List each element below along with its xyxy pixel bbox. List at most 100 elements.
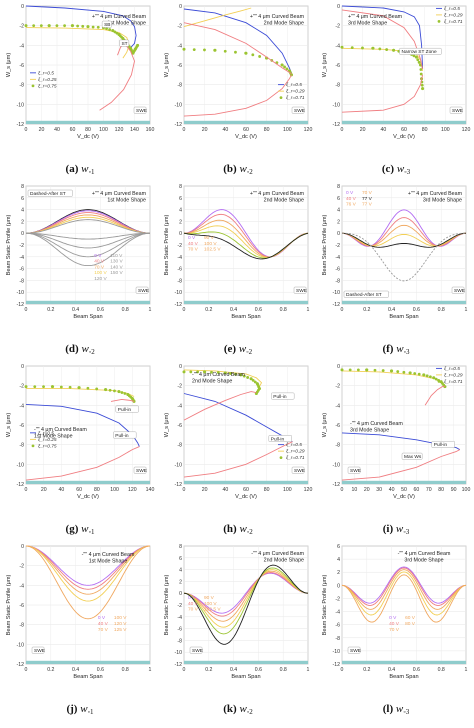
caption-letter: (g) — [66, 523, 82, 535]
y-tick-label: -6 — [19, 63, 24, 69]
caption-symbol: w — [81, 163, 89, 175]
panel-caption: (c) w◦3 — [382, 163, 411, 176]
y-tick-label: -12 — [175, 662, 183, 668]
panel-title-line: +"" 4 μm Curved Beam — [408, 191, 463, 197]
data-point — [113, 389, 116, 393]
y-tick-label: -6 — [335, 63, 340, 69]
annotation-box — [119, 39, 130, 47]
legend-label: 0 V — [188, 235, 196, 241]
annotation-label: SWE — [138, 288, 149, 294]
y-tick-label: -6 — [177, 423, 182, 429]
x-tick-label: 60 — [243, 127, 249, 133]
profile-line — [341, 232, 467, 248]
panel-title-line: +"" 4 μm Curved Beam — [348, 14, 403, 20]
legend-label: ξ_r=0.29 — [444, 373, 463, 379]
data-point — [253, 380, 257, 384]
data-point — [283, 65, 286, 69]
caption-subscript: ◦2 — [89, 348, 95, 356]
panel-title-line: -"" 4 μm Curved Beam — [251, 551, 304, 557]
data-point — [402, 370, 406, 374]
x-tick-label: 60 — [401, 127, 407, 133]
panel-caption: (k) w◦2 — [223, 703, 253, 716]
y-axis-label: Beam Static Profile (μm) — [164, 215, 170, 276]
y-tick-label: -2 — [19, 564, 24, 570]
profile-line — [341, 574, 467, 623]
y-tick-label: -6 — [335, 423, 340, 429]
y-tick-label: -6 — [177, 267, 182, 273]
panel-title-line: -"" 4 μm Curved Beam — [82, 552, 135, 558]
data-point — [136, 43, 139, 47]
y-tick-label: -2 — [335, 24, 340, 30]
data-point — [47, 24, 51, 28]
data-point — [371, 46, 375, 50]
x-axis-label: V_dc (V) — [77, 134, 99, 140]
y-tick-label: -12 — [17, 662, 25, 668]
panel-caption: (d) w◦2 — [65, 343, 95, 356]
caption-letter: (e) — [224, 343, 239, 355]
caption-symbol: w — [239, 343, 247, 355]
caption-symbol: w — [397, 163, 405, 175]
series-line — [183, 441, 293, 478]
swe-band — [342, 300, 466, 304]
series-line — [183, 8, 292, 74]
x-tick-label: 1 — [149, 667, 152, 673]
y-tick-label: -8 — [177, 638, 182, 644]
profile-line — [26, 219, 150, 234]
data-point — [229, 372, 232, 375]
y-tick-label: 2 — [21, 219, 24, 225]
y-tick-label: 2 — [179, 579, 182, 585]
x-tick-label: 0 — [25, 127, 28, 133]
y-tick-label: 6 — [179, 196, 182, 202]
x-tick-label: 0.4 — [388, 307, 395, 313]
caption-symbol: w — [80, 703, 88, 715]
data-point — [416, 58, 420, 62]
y-axis-label: Beam Static Profile (μm) — [164, 575, 170, 636]
y-tick-label: -8 — [19, 83, 24, 89]
legend-label: 0 V — [389, 615, 397, 621]
data-point — [421, 87, 424, 90]
annotation-label: Pull-in — [271, 436, 285, 442]
caption-subscript: ◦3 — [403, 528, 409, 536]
legend-marker — [279, 456, 283, 460]
annotation-box — [133, 466, 147, 474]
caption-letter: (j) — [66, 703, 80, 715]
y-tick-label: 8 — [21, 184, 24, 190]
data-point — [417, 60, 421, 64]
data-point — [340, 368, 344, 372]
x-axis-label: V_dc (V) — [393, 494, 415, 500]
x-tick-label: 20 — [202, 487, 208, 493]
legend-label: 80 V — [405, 621, 416, 627]
annotation-label: SWE — [452, 108, 463, 114]
annotation-label: Dashed-After ST — [346, 292, 382, 298]
legend-marker — [279, 96, 283, 100]
data-point — [203, 370, 206, 374]
y-tick-label: -12 — [333, 122, 341, 128]
annotation-box — [101, 20, 112, 28]
legend-label: 130 V — [110, 259, 123, 265]
x-tick-label: 0.2 — [47, 307, 54, 313]
y-tick-label: -8 — [19, 278, 24, 284]
x-tick-label: 30 — [376, 487, 382, 493]
caption-subscript: ◦2 — [247, 168, 253, 176]
data-point — [432, 376, 436, 380]
annotation-box — [293, 286, 307, 294]
y-tick-label: -6 — [335, 267, 340, 273]
data-point — [350, 46, 354, 50]
series-line — [183, 22, 292, 75]
y-axis-label: Beam Static Profile (μm) — [322, 575, 328, 636]
legend-label: 70 V — [188, 607, 199, 613]
legend-label: 150 V — [110, 270, 123, 276]
legend-label: ξ_r=0.25 — [38, 437, 57, 443]
x-tick-label: 60 — [70, 127, 76, 133]
caption-symbol: w — [396, 703, 404, 715]
data-point — [108, 388, 112, 392]
y-tick-label: -4 — [335, 610, 340, 616]
y-tick-label: -4 — [19, 255, 24, 261]
data-point — [428, 375, 432, 379]
y-tick-label: -2 — [335, 596, 340, 602]
annotation-label: SWE — [34, 648, 45, 654]
annotation-label: SB — [104, 22, 110, 28]
data-point — [251, 53, 255, 57]
